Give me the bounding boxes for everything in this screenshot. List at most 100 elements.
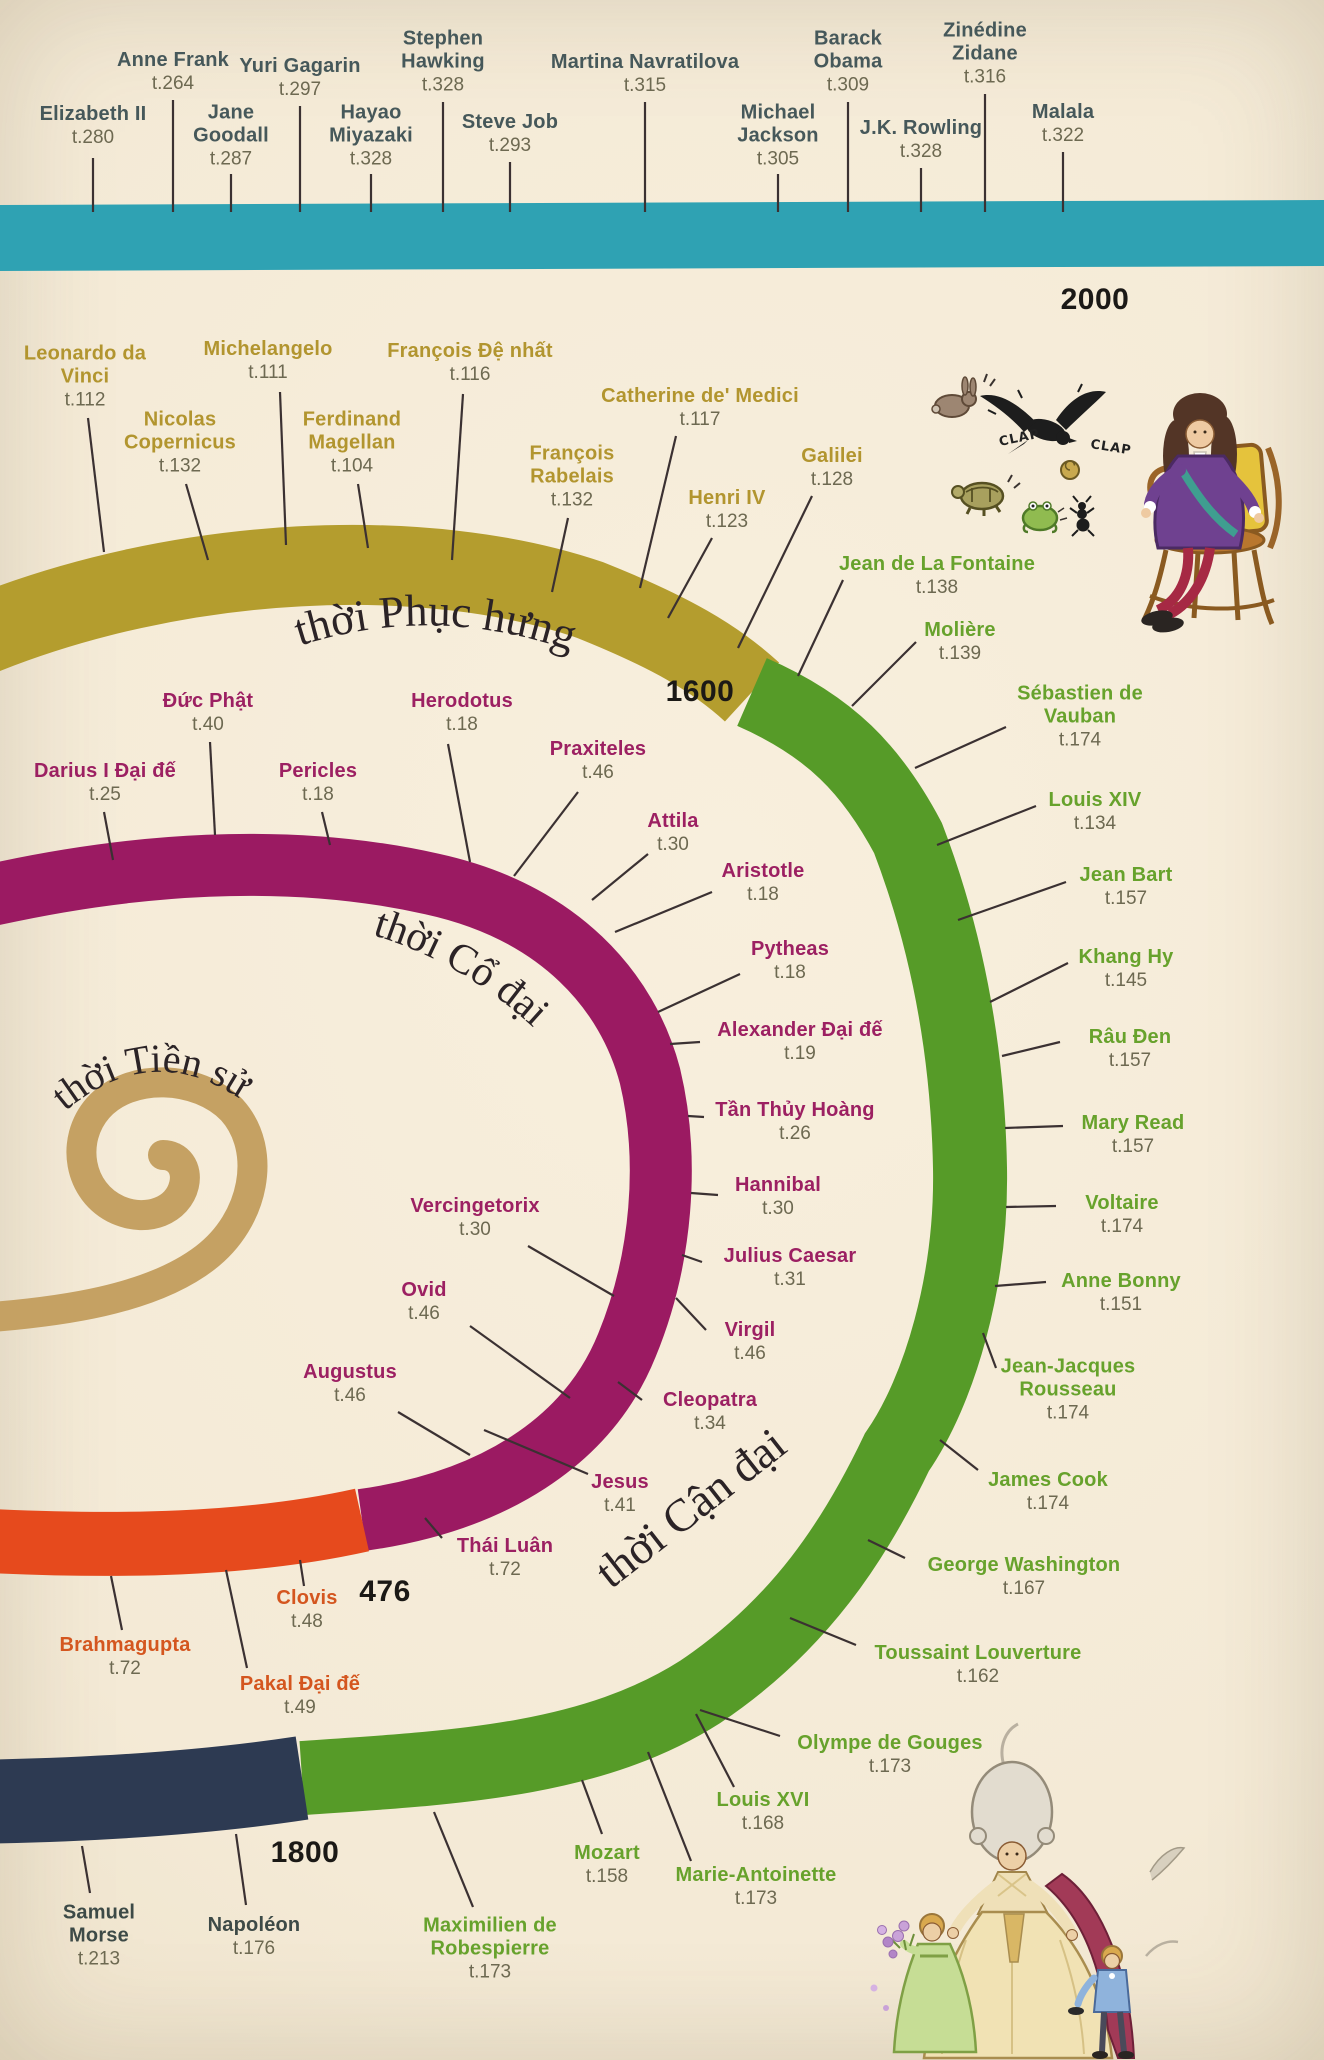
leader-line [994,1280,1047,1288]
person-label: James Cook t.174 [988,1469,1108,1515]
leader-line [234,1833,248,1906]
leader-line [397,1411,471,1456]
person-label: Sébastien de Vauban t.174 [1017,683,1143,752]
person-label: Henri IV t.123 [688,487,765,533]
person-label: Louis XIV t.134 [1049,789,1142,835]
person-label: Samuel Morse t.213 [63,1902,135,1971]
person-name: Louis XIV [1048,789,1142,811]
person-name: Aristotle [721,860,805,882]
person-label: Marie-Antoinette t.173 [676,1864,837,1910]
person-label: Michelangelo t.111 [203,338,332,384]
leader-line [789,1616,857,1647]
person-page-ref: t.48 [291,1611,323,1632]
person-name: Martina Navratilova [550,51,740,73]
leader-line [208,741,217,836]
leader-line [690,1191,719,1197]
leader-line [797,579,844,677]
illustration-marie-antoinette [870,1722,1186,2060]
person-name: Yuri Gagarin [239,55,361,77]
person-label: Yuri Gagarin t.297 [239,55,360,101]
person-page-ref: t.19 [784,1043,816,1064]
person-label: Alexander Đại đế t.19 [717,1019,883,1065]
person-label: Augustus t.46 [303,1361,397,1407]
turtle [951,474,1021,516]
leader-line [851,641,917,707]
person-label: François Đệ nhất t.116 [387,340,552,386]
band-prehistory [0,1067,268,1332]
person-name: Đức Phật [162,690,254,712]
person-label: Stephen Hawking t.328 [401,28,485,97]
person-name: Praxiteles [549,738,647,760]
person-page-ref: t.297 [278,79,322,100]
person-name: Vercingetorix [410,1195,540,1217]
person-label: Ovid t.46 [401,1279,446,1325]
leader-line [320,811,332,846]
person-name: James Cook [988,1469,1108,1491]
year-marker: 476 [359,1575,411,1608]
person-label: Steve Job t.293 [462,111,558,157]
leader-line [687,1114,705,1119]
band-early-modern [299,658,1008,1815]
person-label: Voltaire t.174 [1085,1192,1158,1238]
person-label: Hayao Miyazaki t.328 [329,102,413,171]
person-label: J.K. Rowling t.328 [860,117,982,163]
band-middle-ages [0,1488,369,1576]
person-page-ref: t.287 [209,148,253,170]
leader-line [591,853,649,901]
person-name: Jesus [591,1471,649,1493]
person-page-ref: t.49 [284,1697,316,1718]
person-name: Alexander Đại đế [717,1019,883,1041]
person-name: Steve Job [461,111,559,133]
person-page-ref: t.322 [1041,125,1085,146]
leader-line [1001,1040,1061,1058]
person-page-ref: t.26 [779,1123,811,1144]
person-page-ref: t.112 [64,389,106,411]
person-name: Leonardo da Vinci [23,342,147,388]
person-label: Brahmagupta t.72 [59,1634,190,1680]
person-page-ref: t.315 [623,75,667,96]
person-name: Zinédine Zidane [943,19,1027,65]
leader-line [483,1428,589,1476]
person-name: Michael Jackson [737,101,819,147]
person-label: Toussaint Louverture t.162 [875,1642,1082,1688]
person-label: Aristotle t.18 [722,860,805,906]
person-name: Sébastien de Vauban [1017,682,1143,728]
band-renaissance [0,524,780,722]
person-name: Ferdinand Magellan [302,408,402,454]
leader-line [80,1845,92,1894]
person-name: Herodotus [411,690,513,712]
person-name: Samuel Morse [62,1901,136,1947]
person-name: Brahmagupta [59,1634,191,1656]
leader-line [638,435,678,589]
person-label: Julius Caesar t.31 [724,1245,857,1291]
person-page-ref: t.173 [468,1961,512,1983]
person-label: Clovis t.48 [276,1587,337,1633]
person-name: J.K. Rowling [859,117,983,139]
person-name: Râu Đen [1088,1026,1172,1048]
person-page-ref: t.72 [109,1658,141,1679]
person-page-ref: t.132 [550,489,594,511]
person-name: Anne Bonny [1061,1270,1181,1292]
person-label: Mozart t.158 [574,1842,640,1888]
person-page-ref: t.145 [1104,970,1148,991]
person-page-ref: t.316 [963,66,1007,88]
leader-line [278,391,288,546]
person-name: Maximilien de Robespierre [423,1914,557,1960]
person-page-ref: t.72 [489,1559,521,1580]
face [997,1841,1027,1871]
person-label: Jane Goodall t.287 [193,102,269,171]
person-name: Jean Bart [1079,864,1173,886]
person-label: Malala t.322 [1032,101,1094,147]
person-label: François Rabelais t.132 [530,443,615,512]
person-label: Darius I Đại đế t.25 [34,760,176,806]
person-page-ref: t.173 [868,1756,912,1777]
leader-line [699,1708,781,1738]
crow [980,383,1106,454]
person-page-ref: t.30 [459,1219,491,1240]
person-label: Pakal Đại đế t.49 [240,1673,360,1719]
person-name: Cleopatra [662,1389,758,1411]
person-page-ref: t.104 [330,455,374,477]
person-page-ref: t.30 [762,1198,794,1219]
person-page-ref: t.328 [349,148,393,170]
